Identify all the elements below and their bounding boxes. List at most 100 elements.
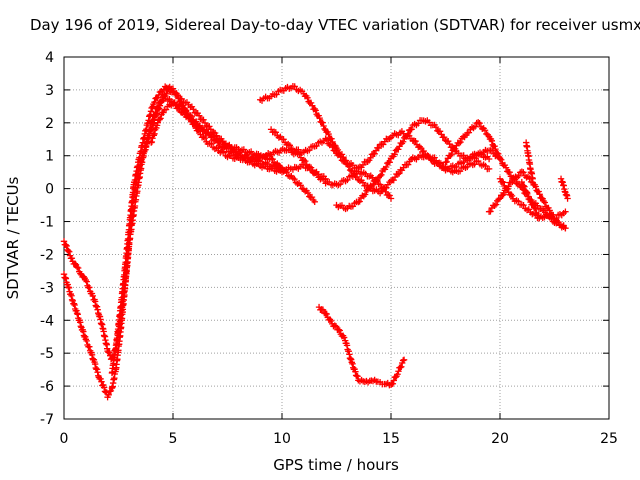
data-point [443,158,450,166]
data-point [397,364,404,371]
data-point [395,146,402,153]
data-point [349,360,356,367]
data-point [182,107,190,114]
data-point [65,247,72,255]
data-point [148,138,156,146]
data-point [312,169,319,177]
data-point [376,172,384,180]
data-point [335,326,342,333]
data-point [316,114,323,122]
data-point [448,151,455,158]
data-point [412,137,419,145]
data-point [68,255,76,262]
data-point [546,207,553,214]
data-point [457,138,464,146]
data-point [535,188,542,195]
data-point [327,317,335,325]
data-point [306,147,313,154]
data-point [492,145,499,153]
series-arc-e [257,82,493,173]
data-point [562,208,569,215]
data-point [352,368,359,375]
series-arc-l [557,175,571,202]
data-point [502,164,510,171]
data-point [200,133,207,141]
data-point [86,343,93,350]
data-point [532,205,539,213]
data-point [451,145,459,153]
data-point [100,384,108,391]
data-point [515,172,522,180]
data-point [201,119,209,127]
data-point [320,176,328,183]
data-point [326,316,334,323]
data-point [536,215,543,222]
data-point [440,133,448,141]
data-point [154,94,161,102]
data-point [507,191,515,198]
data-point [206,123,213,130]
data-point [98,378,105,385]
data-point [162,106,170,113]
data-point [302,157,309,165]
data-point [184,110,191,118]
data-point [370,181,377,188]
series-arc-n [315,303,408,389]
data-point [151,130,158,138]
data-point [336,327,343,334]
data-point [361,191,369,198]
data-point [371,150,378,158]
data-point [494,150,502,157]
data-point [153,110,161,117]
data-point [321,125,328,133]
data-point [311,198,318,205]
data-point [509,178,516,186]
data-point [391,151,398,158]
data-point [319,306,327,313]
data-point [280,136,287,143]
data-point [536,191,543,198]
data-point [150,120,157,127]
data-point [323,310,330,318]
series-arc-a [60,92,318,363]
data-point [394,171,402,178]
data-point [163,90,170,98]
data-point [387,195,395,202]
data-point [313,170,321,178]
data-point [157,115,164,122]
data-point [515,198,522,205]
data-point [156,116,163,123]
data-point [286,142,293,149]
data-point [499,192,506,199]
x-tick-label: 15 [382,431,400,447]
data-point [308,193,316,201]
data-point [328,135,335,142]
grid-lines [64,57,609,419]
data-point [89,292,96,300]
data-point [174,91,181,99]
data-point [491,202,498,209]
data-point [504,185,511,193]
data-point [489,147,496,154]
data-point [386,159,393,166]
data-point [521,183,528,190]
data-point [351,170,358,177]
data-point [312,107,319,114]
data-point [523,189,531,196]
data-point [445,137,452,145]
data-point [506,169,513,176]
data-point [307,99,315,107]
data-point [291,175,298,183]
data-point [107,387,115,395]
data-point [300,156,307,164]
data-point [367,154,374,162]
x-tick-label: 20 [491,431,509,447]
data-point [529,201,536,208]
data-point [518,178,525,186]
data-point [455,139,463,147]
data-point [382,163,390,171]
data-point [218,135,225,143]
series-arc-m [522,139,536,182]
data-point [155,91,163,99]
